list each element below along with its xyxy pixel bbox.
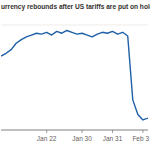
- chart: urrency rebounds after US tariffs are pu…: [0, 0, 150, 150]
- x-tick-label: Feb 3: [132, 135, 149, 142]
- x-tick: [142, 130, 143, 133]
- plot-area: [1, 30, 148, 119]
- line: [1, 30, 148, 119]
- x-tick-label: Jan 31: [103, 135, 123, 142]
- x-tick-label: Jan 30: [72, 135, 92, 142]
- x-tick: [82, 130, 83, 133]
- x-tick: [46, 130, 47, 133]
- x-tick-label: Jan 22: [37, 135, 57, 142]
- range-top: [1, 25, 148, 26]
- x-tick: [112, 130, 113, 133]
- x-axis: [1, 130, 148, 131]
- title: urrency rebounds after US tariffs are pu…: [1, 3, 150, 11]
